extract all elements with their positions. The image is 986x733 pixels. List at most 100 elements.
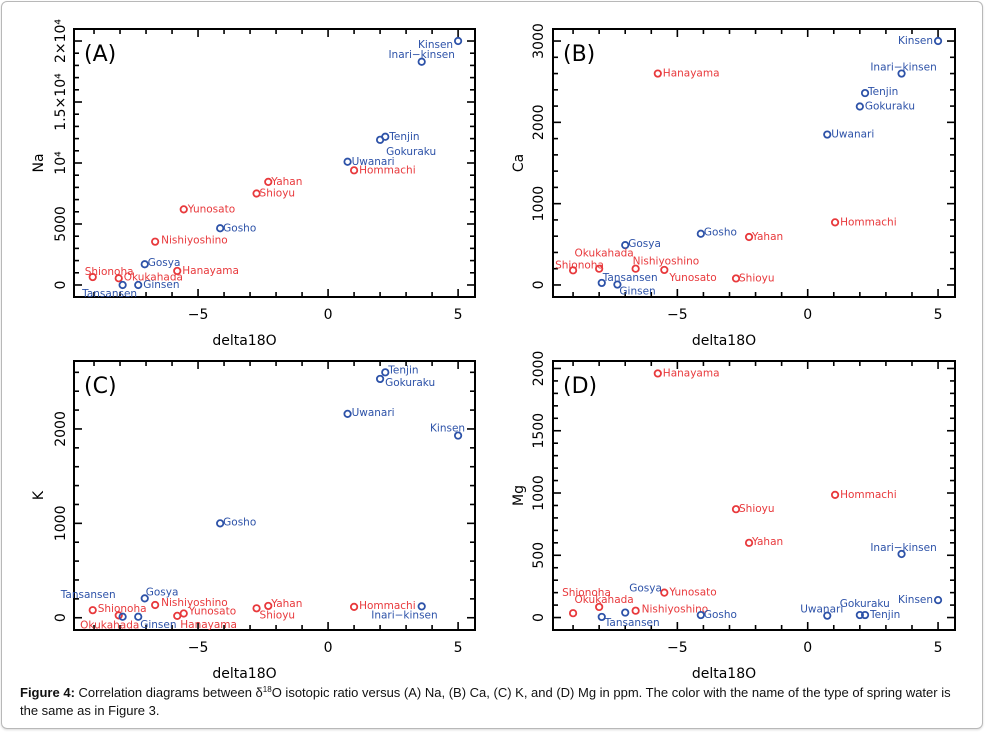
caption-label: Figure 4: bbox=[20, 685, 75, 700]
point-marker bbox=[349, 602, 359, 611]
panel-label: (C) bbox=[84, 374, 117, 399]
plot-frame bbox=[73, 28, 476, 298]
point-marker bbox=[179, 205, 188, 214]
data-point-hanayama: Hanayama bbox=[653, 367, 720, 379]
y-tick-label: 10⁴ bbox=[53, 151, 69, 175]
figure-caption: Figure 4: Correlation diagrams between δ… bbox=[20, 681, 970, 720]
data-point-shionoha: Shionoha bbox=[562, 587, 611, 618]
point-marker bbox=[375, 135, 385, 144]
point-label: Okukahada bbox=[80, 619, 139, 631]
point-marker bbox=[696, 610, 705, 620]
point-label: Gosho bbox=[704, 609, 737, 621]
data-point-hanayama: Hanayama bbox=[653, 68, 720, 80]
x-tick-label: 5 bbox=[934, 640, 943, 656]
point-label: Yahan bbox=[751, 231, 783, 243]
y-axis-title: Ca bbox=[511, 154, 527, 172]
point-marker bbox=[88, 606, 97, 615]
point-label: Gokuraku bbox=[385, 377, 435, 389]
point-marker bbox=[597, 612, 606, 622]
data-point-okukahada: Okukahada bbox=[114, 271, 183, 283]
point-marker bbox=[823, 611, 832, 620]
data-point-kinsen: Kinsen bbox=[418, 36, 463, 51]
x-tick-label: 0 bbox=[324, 640, 333, 656]
point-marker bbox=[830, 218, 840, 227]
point-marker bbox=[568, 609, 578, 618]
y-tick-label: 5000 bbox=[53, 206, 69, 242]
data-point-ginsen: Ginsen bbox=[613, 280, 656, 298]
point-label: Shionoha bbox=[562, 587, 611, 599]
point-label: Hanayama bbox=[663, 68, 720, 80]
x-tick-label: 5 bbox=[934, 307, 943, 323]
data-point-yunosato: Yunosato bbox=[179, 605, 236, 618]
y-tick-label: 1000 bbox=[53, 506, 69, 542]
data-point-tansansen: Tansansen bbox=[597, 272, 658, 288]
panel-label: (B) bbox=[563, 42, 595, 67]
y-axis-title: Na bbox=[31, 153, 47, 172]
point-marker bbox=[118, 612, 127, 621]
point-label: Yahan bbox=[270, 176, 302, 188]
y-tick-label: 2000 bbox=[531, 105, 547, 141]
data-point-gosya: Gosya bbox=[140, 257, 180, 269]
point-marker bbox=[823, 130, 832, 139]
data-point-gosho: Gosho bbox=[696, 227, 737, 239]
panel-b: −5 0 5 0 1000 2000 3000 delta18O Ca (B) Kinsen Inar… bbox=[511, 23, 956, 349]
point-label: Hanayama bbox=[182, 265, 239, 277]
point-label: Gokuraku bbox=[865, 100, 915, 112]
point-marker bbox=[933, 596, 943, 605]
point-label: Hommachi bbox=[840, 216, 897, 228]
data-point-inari-kinsen: Inari−kinsen bbox=[388, 49, 455, 66]
data-point-hommachi: Hommachi bbox=[830, 216, 897, 228]
x-tick-label: 0 bbox=[324, 307, 333, 323]
point-marker bbox=[216, 519, 225, 528]
data-point-kinsen: Kinsen bbox=[898, 594, 943, 606]
data-point-tansansen: Tansansen bbox=[81, 280, 137, 300]
data-point-tenjin: Tenjin bbox=[381, 131, 420, 143]
point-marker bbox=[343, 409, 352, 418]
point-marker bbox=[830, 490, 840, 499]
point-marker bbox=[613, 280, 622, 289]
point-label: Nishiyoshino bbox=[161, 597, 228, 609]
data-point-ginsen: Ginsen bbox=[134, 612, 177, 631]
data-point-gosya: Gosya bbox=[140, 586, 178, 603]
data-point-nishiyoshino: Nishiyoshino bbox=[631, 256, 699, 273]
y-tick-label: 1000 bbox=[531, 186, 547, 222]
data-point-nishiyoshino: Nishiyoshino bbox=[631, 604, 709, 616]
point-marker bbox=[343, 157, 352, 166]
point-label: Inari−kinsen bbox=[870, 62, 936, 74]
point-label: Inari−kinsen bbox=[371, 609, 437, 621]
point-label: Tenjin bbox=[388, 131, 419, 143]
y-tick-label: 0 bbox=[53, 281, 69, 290]
data-point-yahan: Yahan bbox=[744, 536, 783, 548]
point-label: Shioyu bbox=[739, 503, 775, 515]
plot-frame bbox=[552, 28, 956, 298]
data-point-yunosato: Yunosato bbox=[179, 203, 235, 215]
data-point-yunosato: Yunosato bbox=[660, 587, 717, 599]
plot-frame bbox=[552, 360, 956, 631]
y-tick-label: 0 bbox=[53, 613, 69, 622]
point-marker bbox=[744, 538, 754, 547]
point-label: Hanayama bbox=[180, 619, 237, 631]
y-tick-label: 2000 bbox=[53, 411, 69, 447]
point-label: Yunosato bbox=[187, 203, 235, 215]
point-label: Shioyu bbox=[739, 272, 775, 284]
point-label: Uwanari bbox=[352, 156, 395, 168]
data-point-yunosato: Yunosato bbox=[660, 265, 717, 284]
panel-d: −5 0 5 0 500 1000 1500 2000 delta18O Mg (D) Hanayam… bbox=[511, 351, 956, 682]
y-tick-label: 2000 bbox=[531, 351, 547, 387]
point-marker bbox=[88, 272, 97, 282]
point-marker bbox=[118, 280, 127, 290]
point-marker bbox=[860, 610, 870, 620]
point-marker bbox=[134, 612, 143, 621]
point-marker bbox=[696, 229, 705, 238]
point-marker bbox=[381, 368, 390, 377]
y-tick-label: 2×10⁴ bbox=[53, 19, 69, 63]
point-label: Nishiyoshino bbox=[642, 604, 709, 616]
point-marker bbox=[134, 280, 143, 290]
y-tick-label: 1000 bbox=[531, 475, 547, 511]
point-label: Okukahada bbox=[575, 248, 634, 260]
point-label: Okukahada bbox=[575, 594, 634, 606]
data-point-inari-kinsen: Inari−kinsen bbox=[870, 542, 937, 559]
data-point-shioyu: Shioyu bbox=[252, 604, 295, 621]
